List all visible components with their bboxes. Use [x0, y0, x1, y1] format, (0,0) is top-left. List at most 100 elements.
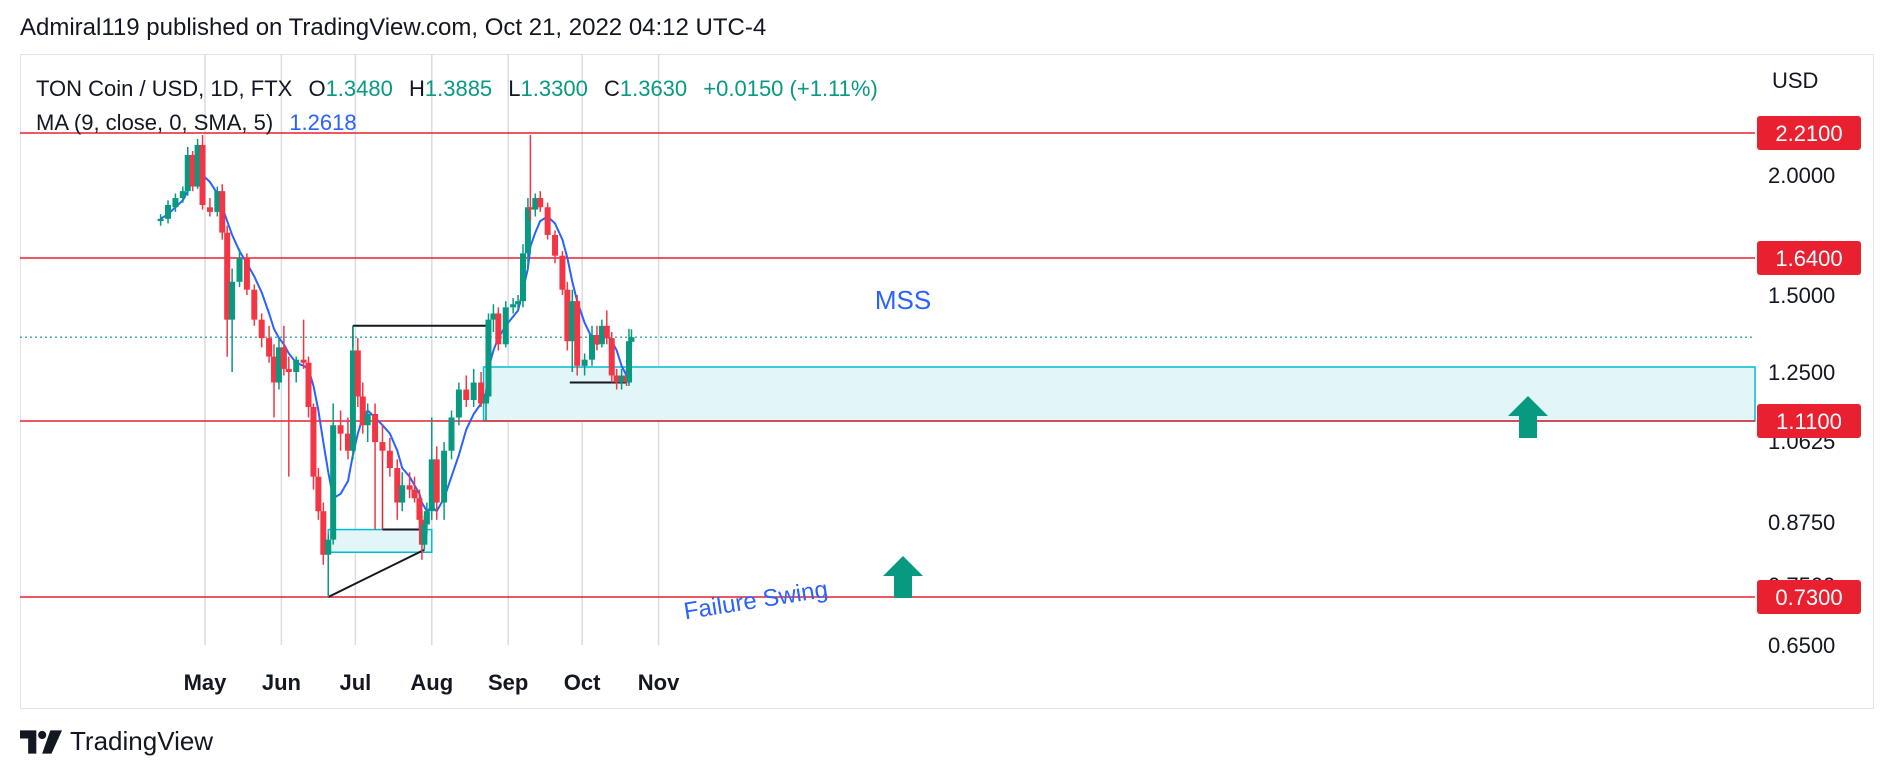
level-badge — [1757, 116, 1861, 150]
candle-body — [537, 198, 544, 208]
symbol-label: TON Coin / USD, 1D, FTX — [36, 76, 293, 101]
candle-body — [224, 232, 231, 320]
tradingview-logo-icon — [20, 729, 62, 754]
level-badge-label: 2.2100 — [1775, 121, 1842, 146]
candle-body — [510, 304, 517, 308]
y-tick-label: 1.2500 — [1768, 360, 1835, 385]
chart-legend: TON Coin / USD, 1D, FTX O1.3480 H1.3885 … — [36, 72, 878, 140]
candle-body — [386, 450, 393, 468]
close-value: 1.3630 — [619, 76, 688, 101]
low-label: L — [508, 76, 521, 101]
candle-body — [552, 234, 559, 256]
y-tick-label: 0.6500 — [1768, 633, 1835, 658]
candle-body — [519, 253, 526, 302]
candle-body — [310, 407, 317, 477]
candle-body — [411, 489, 418, 499]
candle-body — [189, 155, 196, 187]
x-tick-label: Oct — [564, 670, 601, 695]
currency-label: USD — [1772, 68, 1818, 93]
candle-body — [618, 375, 625, 383]
candle-body — [527, 207, 534, 210]
candle-body — [214, 191, 221, 212]
candle-body — [544, 207, 551, 235]
candle-body — [172, 198, 179, 208]
candle-body — [236, 258, 243, 282]
failure-swing-line — [327, 548, 425, 598]
candle-body — [258, 319, 265, 339]
candle-body — [593, 335, 600, 345]
candle-body — [483, 396, 490, 404]
candle-body — [305, 362, 312, 407]
candle-body — [285, 368, 292, 372]
x-tick-label: Jun — [262, 670, 301, 695]
candle-body — [165, 204, 172, 219]
x-tick-label: May — [184, 670, 228, 695]
candle-body — [441, 450, 448, 503]
ma-value: 1.2618 — [289, 110, 357, 135]
candle-body — [416, 498, 423, 520]
level-badge-label: 1.1100 — [1776, 409, 1842, 434]
candle-body — [325, 539, 332, 555]
candle-body — [421, 524, 428, 545]
candle-body — [515, 301, 522, 305]
level-badge — [1757, 404, 1861, 438]
chart-frame — [20, 54, 1874, 709]
candle-body — [428, 459, 435, 512]
high-value: 1.3885 — [424, 76, 493, 101]
candle-body — [625, 341, 632, 383]
candle-body — [559, 255, 566, 290]
candle-body — [349, 350, 356, 451]
candle-body — [179, 191, 186, 199]
level-badge-label: 1.6400 — [1775, 246, 1842, 271]
candle-body — [581, 359, 588, 366]
brand-label: TradingView — [70, 726, 214, 756]
up-arrow-icon — [1508, 396, 1548, 438]
candle-body — [364, 414, 371, 426]
candle-body — [490, 313, 497, 320]
candle-body — [194, 145, 201, 187]
ma-label: MA (9, close, 0, SMA, 5) — [36, 110, 274, 135]
ma-line — [160, 169, 633, 513]
candle-body — [184, 155, 191, 192]
candle-body — [275, 347, 282, 383]
candle-body — [423, 511, 430, 525]
candle-body — [495, 313, 502, 345]
y-tick-label: 2.0000 — [1768, 163, 1835, 188]
publish-header: Admiral119 published on TradingView.com,… — [20, 14, 767, 41]
candle-body — [463, 389, 470, 400]
candle-body — [372, 414, 379, 443]
demand-zone-lower — [327, 528, 433, 553]
demand-zone-upper — [482, 366, 1756, 422]
candle-body — [598, 325, 605, 345]
level-badge — [1757, 241, 1861, 275]
candle-body — [300, 359, 307, 363]
mss-annotation: MSS — [875, 285, 931, 315]
candle-body — [455, 389, 462, 418]
up-arrow-icon — [883, 556, 923, 598]
change-value: +0.0150 (+1.11%) — [703, 76, 878, 101]
footer-brand[interactable]: TradingView — [20, 726, 213, 757]
candle-body — [564, 289, 571, 342]
candle-body — [406, 485, 413, 490]
candle-body — [589, 335, 596, 360]
candle-body — [251, 289, 258, 320]
candle-body — [478, 382, 485, 404]
candle-body — [359, 396, 366, 426]
candle-body — [379, 442, 386, 451]
candle-body — [280, 347, 287, 369]
low-value: 1.3300 — [520, 76, 588, 101]
y-tick-label: 1.5000 — [1768, 283, 1835, 308]
candle-body — [330, 425, 337, 540]
x-tick-label: Jul — [339, 670, 371, 695]
candle-body — [532, 198, 539, 210]
candle-body — [502, 307, 509, 345]
candle-body — [524, 207, 531, 254]
candle-body — [229, 281, 236, 320]
failure-swing-annotation: Failure Swing — [682, 576, 830, 625]
candle-body — [219, 191, 226, 233]
y-tick-label: 0.8750 — [1768, 510, 1835, 535]
candle-body — [337, 425, 344, 434]
candle-body — [603, 325, 610, 339]
candle-body — [266, 338, 273, 357]
candle-body — [569, 301, 576, 342]
